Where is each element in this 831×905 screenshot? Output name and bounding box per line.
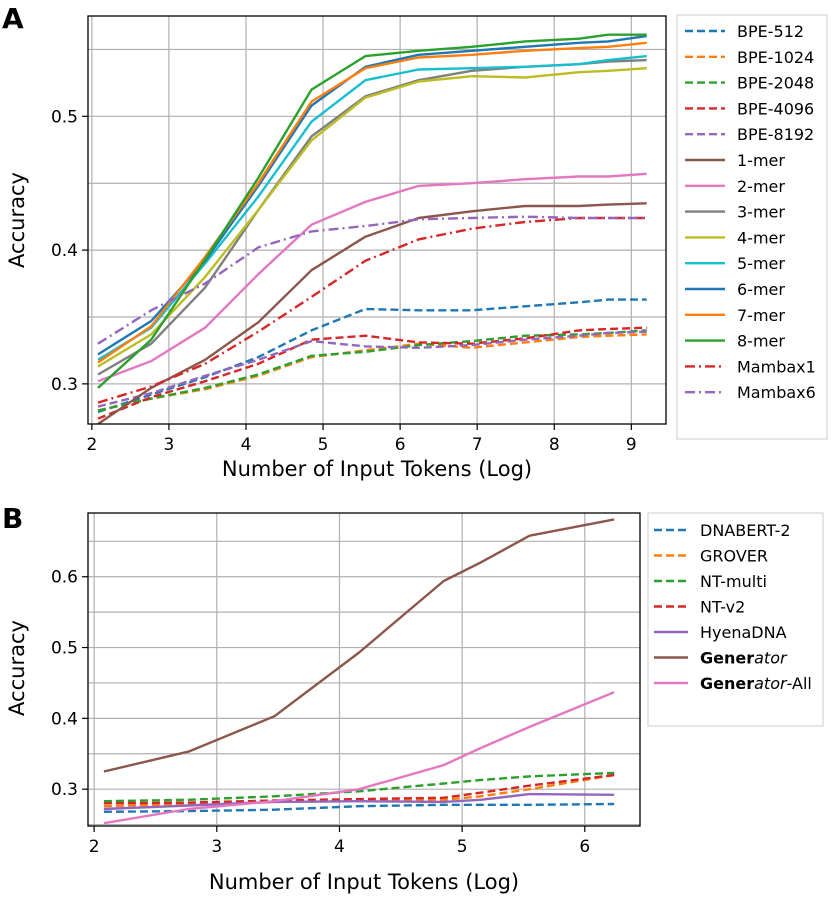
panel-a-x-tick-label: 7 (472, 435, 483, 455)
panel-a-series-2-mer (97, 172, 647, 383)
panel-a-legend-label: BPE-512 (737, 22, 804, 41)
y-axis-label-a: Accuracy (5, 172, 29, 268)
panel-a-legend-label: BPE-1024 (737, 48, 814, 67)
x-axis-label-b: Number of Input Tokens (Log) (209, 870, 519, 894)
panel-a-legend-label: BPE-2048 (737, 74, 814, 93)
panel-b-x-tick-label: 5 (457, 837, 468, 857)
panel-b-series-dnabert-2 (103, 802, 615, 813)
panel-b-legend-label: NT-multi (700, 572, 767, 591)
panel-b-series-hyenadna (103, 792, 615, 811)
panel-a-x-tick-label: 5 (318, 435, 329, 455)
panel-a-legend-label: 3-mer (737, 203, 785, 222)
panel-a-legend-label: BPE-4096 (737, 99, 814, 118)
panel-b-series-generator (103, 518, 615, 773)
panel-a-legend-label: 8-mer (737, 332, 785, 351)
panel-b-x-tick-label: 2 (89, 837, 100, 857)
panel-a-series-3-mer (97, 58, 647, 376)
panel-letter-a: A (2, 2, 24, 35)
panel-letter-b: B (2, 502, 23, 535)
panel-a-x-tick-label: 2 (86, 435, 97, 455)
panel-a-y-tick-label: 0.4 (51, 241, 78, 261)
panel-b-legend-label: Generator-All (700, 674, 812, 693)
plot-frame-a (87, 15, 667, 425)
panel-a-x-tick-label: 8 (549, 435, 560, 455)
panel-a-x-tick-label: 4 (241, 435, 252, 455)
panel-b-series-nt-multi (103, 771, 615, 803)
legend-box-a (676, 14, 828, 440)
panel-b-legend-label: HyenaDNA (700, 623, 787, 642)
panel-a-series-4-mer (97, 67, 647, 368)
panel-b-legend-label: GROVER (700, 547, 768, 566)
panel-b-x-tick-label: 6 (579, 837, 590, 857)
legend-box-b (647, 512, 824, 727)
panel-a-legend-label: 4-mer (737, 228, 785, 247)
x-axis-label-a: Number of Input Tokens (Log) (222, 457, 532, 481)
panel-a-legend-label: Mambax1 (737, 357, 816, 376)
panel-a-x-tick-label: 9 (626, 435, 637, 455)
y-axis-label-b: Accuracy (5, 620, 29, 716)
panel-a-series-bpe-8192 (97, 330, 647, 408)
panel-b-series-generator-all (103, 691, 615, 825)
panel-a-legend-label: BPE-8192 (737, 125, 814, 144)
panel-a-legend-label: Mambax6 (737, 383, 816, 402)
panel-a-series-8-mer (97, 33, 647, 389)
panel-a-series-mambax6 (97, 215, 647, 345)
panel-b-legend-label: Generator (700, 649, 788, 668)
panel-b-y-tick-label: 0.6 (51, 568, 78, 588)
panel-a-legend-label: 5-mer (737, 254, 785, 273)
panel-b-series-nt-v2 (103, 773, 615, 805)
panel-b-legend-label: DNABERT-2 (700, 521, 791, 540)
panel-a-y-tick-label: 0.5 (51, 107, 78, 127)
panel-b-series-grover (103, 773, 615, 808)
panel-b-x-tick-label: 4 (334, 837, 345, 857)
panel-a-x-tick-label: 6 (395, 435, 406, 455)
panel-a-x-tick-label: 3 (164, 435, 175, 455)
panel-b-x-tick-label: 3 (211, 837, 222, 857)
panel-b-y-tick-label: 0.3 (51, 780, 78, 800)
panel-b-legend-label: NT-v2 (700, 598, 745, 617)
panel-b: B 2 3 4 5 6 0.3 0.4 0.5 0.6 Number of Input Toke… (2, 502, 824, 894)
panel-a-legend-label: 7-mer (737, 306, 785, 325)
panel-a-series-6-mer (97, 34, 647, 356)
panel-b-y-tick-label: 0.5 (51, 639, 78, 659)
panel-a: A 2 3 4 5 6 7 8 9 0.3 0.4 0.5 Number of Input Toke… (2, 2, 828, 481)
panel-a-legend-label: 1-mer (737, 151, 785, 170)
plot-frame-b (87, 512, 641, 827)
panel-a-legend-label: 2-mer (737, 177, 785, 196)
panel-a-series-7-mer (97, 41, 647, 364)
panel-a-y-tick-label: 0.3 (51, 375, 78, 395)
panel-b-y-tick-label: 0.4 (51, 709, 78, 729)
panel-a-series-bpe-512 (97, 298, 647, 414)
panel-a-legend-label: 6-mer (737, 280, 785, 299)
panel-a-series-1-mer (97, 202, 647, 424)
